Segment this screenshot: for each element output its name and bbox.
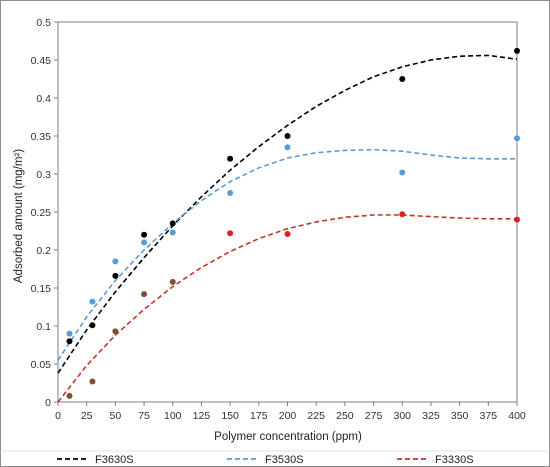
x-tick-label: 175 xyxy=(250,410,268,422)
y-tick-label: 0.3 xyxy=(36,169,51,181)
y-tick-label: 0.2 xyxy=(36,245,51,257)
x-tick-label: 75 xyxy=(138,410,150,422)
x-axis-label: Polymer concentration (ppm) xyxy=(214,431,362,443)
point-f3630s xyxy=(112,272,119,279)
legend-label-f3330s: F3330S xyxy=(435,454,474,466)
point-f3630s xyxy=(284,133,291,139)
x-tick-label: 400 xyxy=(508,410,526,422)
x-tick-label: 350 xyxy=(451,410,469,422)
x-tick-label: 25 xyxy=(81,410,93,422)
point-f3330s xyxy=(89,378,96,385)
x-tick-label: 100 xyxy=(164,410,182,422)
x-tick-label: 325 xyxy=(422,410,440,422)
point-f3530s xyxy=(399,169,406,176)
point-f3330s xyxy=(169,278,176,285)
point-f3330s xyxy=(284,231,291,238)
point-f3630s xyxy=(89,322,96,329)
point-f3330s xyxy=(514,216,520,223)
point-f3530s xyxy=(169,229,176,236)
x-tick-label: 50 xyxy=(110,410,122,422)
y-axis-label: Adsorbed amount (mg/m²) xyxy=(13,149,25,283)
point-f3530s xyxy=(227,190,234,196)
point-f3630s xyxy=(141,231,148,238)
x-tick-label: 225 xyxy=(307,410,325,422)
y-tick-label: 0.4 xyxy=(36,93,51,105)
point-f3530s xyxy=(112,258,119,265)
y-tick-label: 0.45 xyxy=(31,55,52,67)
point-f3330s xyxy=(399,211,406,218)
point-f3330s xyxy=(141,291,148,298)
x-tick-label: 0 xyxy=(55,410,61,422)
y-tick-label: 0.5 xyxy=(36,17,51,29)
x-tick-label: 200 xyxy=(279,410,297,422)
trendline-f3630s xyxy=(57,54,518,374)
x-axis-ticks: 0 25 50 75 100 125 150 175 200 225 250 275 300 325 350… xyxy=(55,402,526,422)
plot-area xyxy=(57,21,518,403)
point-f3330s xyxy=(66,392,73,399)
y-tick-label: 0.25 xyxy=(31,207,52,219)
point-f3530s xyxy=(89,298,96,305)
plot-border xyxy=(57,21,518,403)
x-tick-label: 275 xyxy=(365,410,383,422)
x-tick-label: 375 xyxy=(480,410,498,422)
point-f3630s xyxy=(514,47,520,54)
y-axis-ticks: 0 0.05 0.1 0.15 0.2 0.25 0.3 0.35 0.4 0.45 0.5 xyxy=(31,17,58,409)
point-f3330s xyxy=(112,328,119,335)
y-tick-label: 0.35 xyxy=(31,131,52,143)
point-f3530s xyxy=(284,144,291,151)
trendlines xyxy=(57,54,518,403)
y-tick-label: 0.05 xyxy=(31,359,52,371)
trendline-f3330s xyxy=(57,214,517,403)
point-f3630s xyxy=(399,76,406,82)
y-tick-label: 0.15 xyxy=(31,283,52,295)
data-points xyxy=(66,47,520,399)
legend-label-f3630s: F3630S xyxy=(95,454,134,466)
x-tick-label: 125 xyxy=(193,410,211,422)
point-f3530s xyxy=(141,239,148,246)
point-f3530s xyxy=(66,330,73,337)
x-tick-label: 300 xyxy=(393,410,411,422)
y-tick-label: 0.1 xyxy=(36,321,51,333)
point-f3330s xyxy=(227,230,234,237)
point-f3630s xyxy=(169,220,176,227)
point-f3630s xyxy=(66,338,73,345)
y-tick-label: 0 xyxy=(45,397,51,409)
trendline-f3530s xyxy=(57,148,517,361)
point-f3630s xyxy=(227,155,234,162)
legend: F3630S F3530S F3330S xyxy=(0,450,550,466)
x-tick-label: 150 xyxy=(221,410,239,422)
x-tick-label: 250 xyxy=(336,410,354,422)
legend-label-f3530s: F3530S xyxy=(265,454,304,466)
point-f3530s xyxy=(514,135,520,142)
